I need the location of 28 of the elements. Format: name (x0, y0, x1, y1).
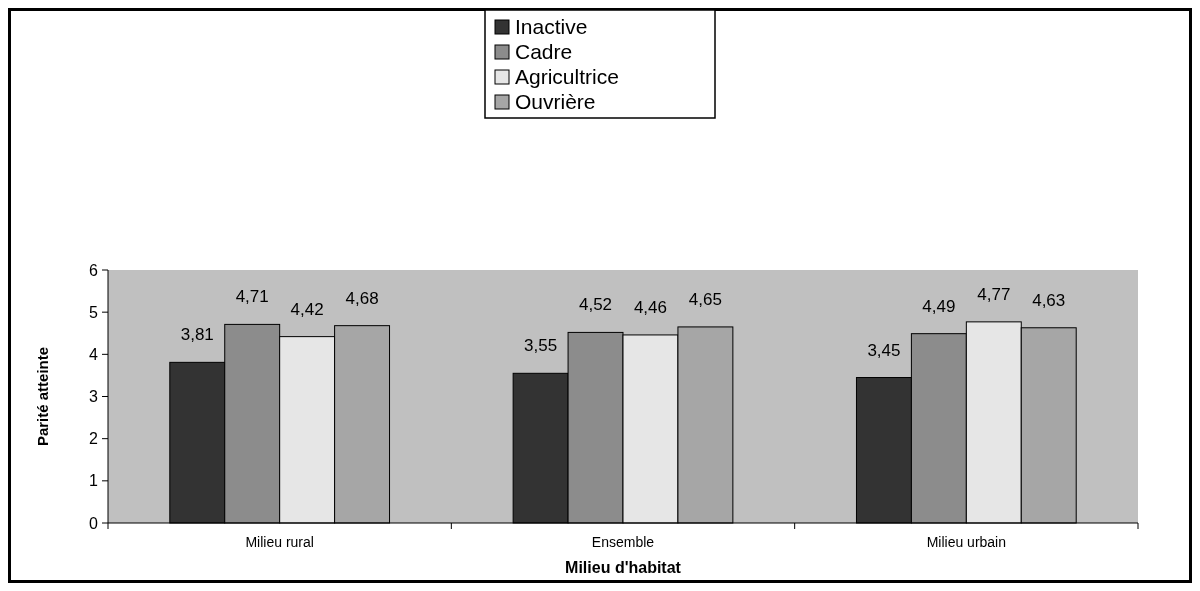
y-tick-label: 0 (89, 514, 99, 532)
data-label: 3,45 (867, 340, 901, 360)
data-label: 4,49 (922, 296, 956, 316)
x-tick-label: Milieu urbain (926, 534, 1007, 550)
y-tick-label: 3 (89, 388, 99, 406)
legend-label: Agricultrice (515, 65, 619, 89)
y-tick-label: 5 (89, 303, 99, 321)
legend-label: Inactive (515, 15, 588, 39)
y-tick-label: 2 (89, 430, 99, 448)
data-label: 4,46 (633, 297, 668, 317)
y-tick-label: 4 (89, 345, 99, 363)
data-label: 4,52 (578, 295, 613, 315)
data-label: 4,77 (977, 284, 1011, 304)
y-tick-label: 6 (89, 261, 99, 279)
data-label: 4,42 (290, 299, 324, 319)
data-label: 4,63 (1032, 290, 1066, 310)
y-axis-title: Parité atteinte (34, 346, 51, 447)
x-tick-label: Ensemble (591, 534, 655, 550)
x-tick-label: Milieu rural (245, 534, 314, 550)
data-label: 3,81 (180, 325, 214, 345)
x-axis-title: Milieu d'habitat (565, 559, 682, 576)
legend-label: Ouvrière (515, 90, 596, 114)
data-label: 4,68 (345, 288, 379, 308)
data-label: 4,65 (688, 289, 722, 309)
legend-label: Cadre (515, 40, 573, 64)
y-tick-label: 1 (89, 472, 99, 490)
data-label: 3,55 (524, 336, 558, 356)
data-label: 4,71 (235, 287, 269, 307)
